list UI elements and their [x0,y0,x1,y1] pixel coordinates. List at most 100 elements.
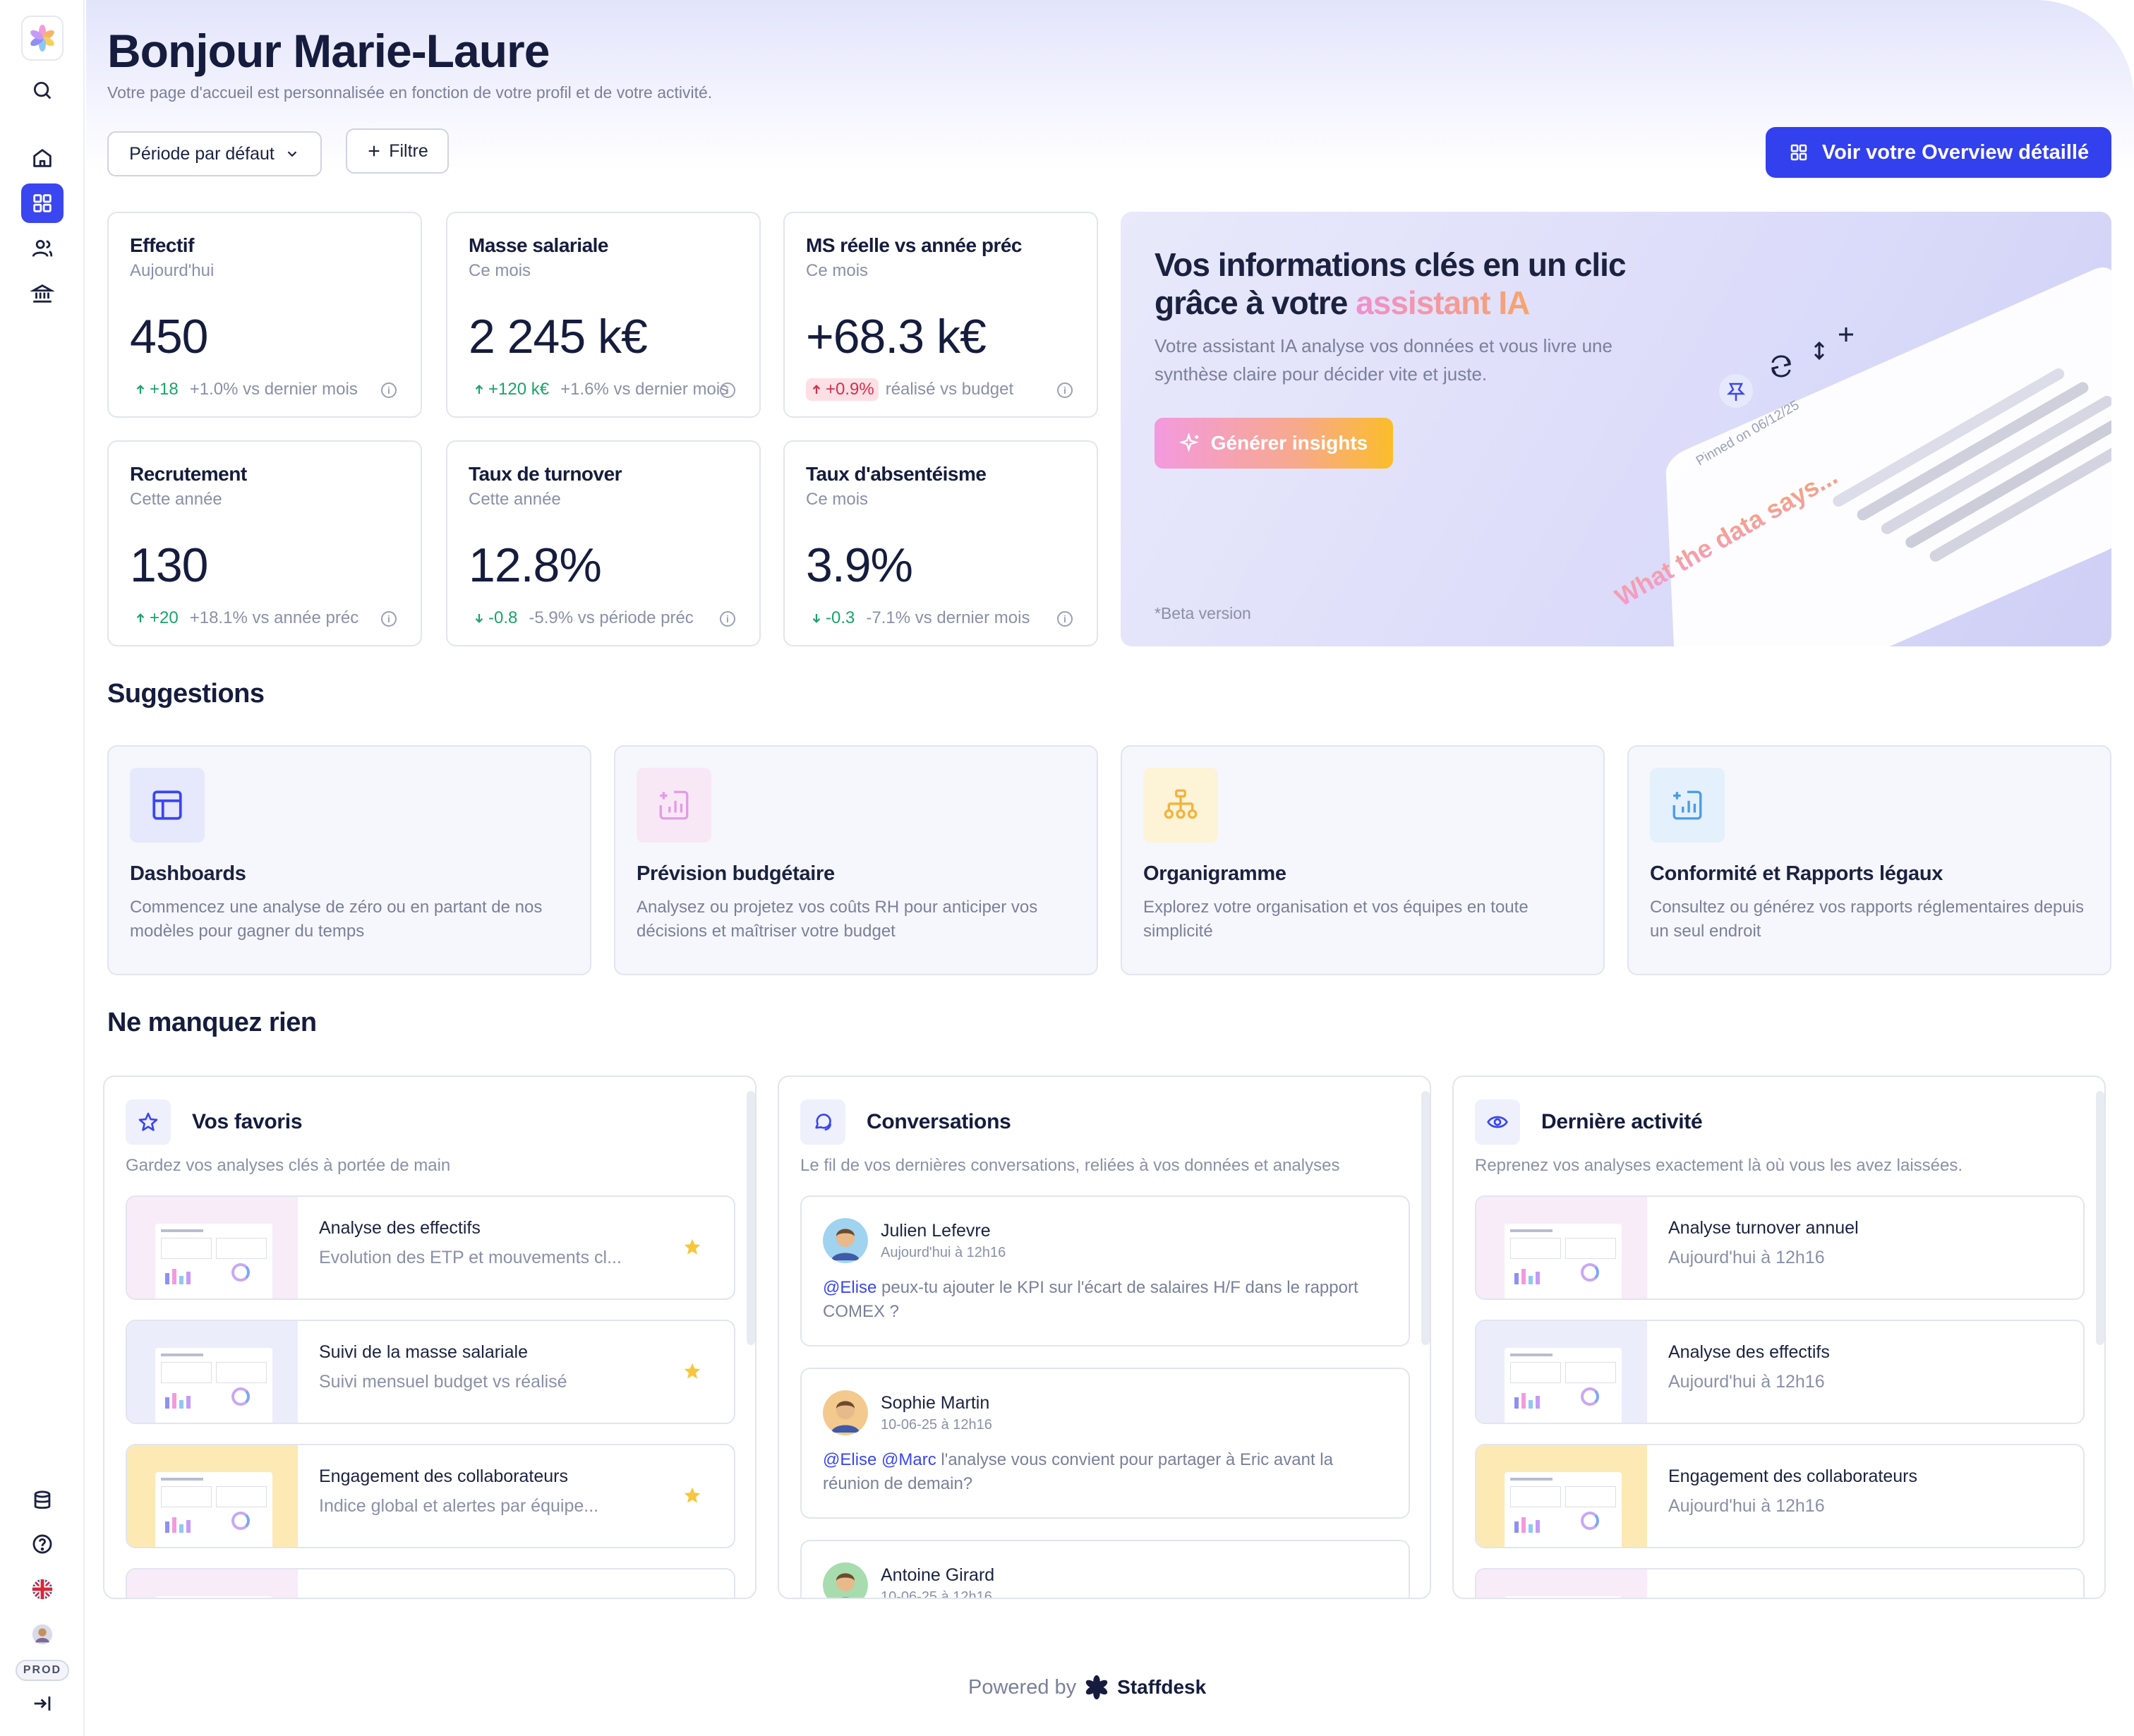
activity-item[interactable]: Analyse turnover annuel Aujourd'hui à 12… [1475,1195,2085,1300]
item-title: Analyse des effectifs [1668,1342,1830,1362]
ai-assistant-card: What the data says... Pinned on 06/12/25… [1121,212,2111,646]
info-icon[interactable]: i [381,382,397,398]
kpi-comparison: -7.1% vs dernier mois [866,608,1030,627]
analysis-thumbnail [1476,1197,1647,1298]
conversation-author: Sophie Martin [881,1393,990,1413]
info-icon[interactable]: i [720,611,735,627]
overview-button[interactable]: Voir votre Overview détaillé [1766,127,2111,178]
scrollbar[interactable] [747,1091,755,1345]
suggestion-card[interactable]: Conformité et Rapports légaux Consultez … [1627,745,2111,975]
collapse-icon[interactable] [21,1684,64,1723]
kpi-comparison: +18.1% vs année préc [189,608,359,627]
sparkle-icon [1179,433,1199,452]
suggestion-title: Prévision budgétaire [637,862,835,885]
users-icon[interactable] [21,229,64,268]
suggestion-card[interactable]: Prévision budgétaire Analysez ou projete… [614,745,1098,975]
arrow-up-icon [473,383,486,396]
conversation-item[interactable]: Sophie Martin 10-06-25 à 12h16 @Elise @M… [800,1368,1410,1519]
conversation-item[interactable]: Antoine Girard 10-06-25 à 12h16 [800,1540,1410,1598]
ai-illustration: What the data says... Pinned on 06/12/25 [1610,267,2111,646]
kpi-delta: +0.9% [806,378,879,401]
kpi-delta-value: +120 k€ [488,380,550,399]
conversation-text: peux-tu ajouter le KPI sur l'écart de sa… [823,1278,1358,1321]
home-icon[interactable] [21,138,64,178]
conversation-text: l'analyse vous convient pour partager à … [823,1450,1333,1493]
star-filled-icon[interactable] [682,1361,703,1382]
scrollbar[interactable] [2096,1091,2104,1345]
layout-icon [130,768,205,843]
activity-item[interactable]: Analyse des effectifs Aujourd'hui à 12h1… [1475,1320,2085,1424]
powered-by: Powered by Staffdesk [968,1674,1206,1701]
staffdesk-logo-icon [1085,1675,1108,1700]
suggestion-card[interactable]: Dashboards Commencez une analyse de zéro… [107,745,591,975]
scrollbar[interactable] [1421,1091,1430,1345]
period-select[interactable]: Période par défaut [107,131,322,176]
suggestion-description: Analysez ou projetez vos coûts RH pour a… [637,898,1038,941]
conversation-mentions[interactable]: @Elise @Marc [823,1450,936,1469]
kpi-card[interactable]: Taux de turnover Cette année 12.8% -0.8 … [446,440,761,646]
logo-icon[interactable] [21,16,64,61]
suggestion-description: Consultez ou générez vos rapports réglem… [1650,898,2085,941]
conversation-item[interactable]: Julien Lefevre Aujourd'hui à 12h16 @Elis… [800,1195,1410,1346]
kpi-delta: -0.8 [469,607,522,629]
favorite-item[interactable]: Suivi de la masse salariale Suivi mensue… [126,1320,735,1424]
favoris-subtitle: Gardez vos analyses clés à portée de mai… [126,1156,451,1175]
chevron-down-icon [287,151,297,157]
activite-title: Dernière activité [1541,1110,1703,1133]
conversation-time: Aujourd'hui à 12h16 [881,1245,1006,1260]
filter-button-label: Filtre [389,140,428,161]
conversations-panel: Conversations Le fil de vos dernières co… [778,1075,1431,1599]
kpi-card[interactable]: Masse salariale Ce mois 2 245 k€ +120 k€… [446,212,761,418]
user-avatar[interactable] [21,1615,64,1654]
item-subtitle: Suivi mensuel budget vs réalisé [319,1372,567,1392]
ai-title-prefix: grâce à votre [1155,284,1356,321]
star-filled-icon[interactable] [682,1236,703,1258]
activite-panel: Dernière activité Reprenez vos analyses … [1452,1075,2106,1599]
pin-icon [1719,374,1753,408]
item-title: Analyse turnover annuel [1668,1218,1859,1238]
suggestion-card[interactable]: Organigramme Explorez votre organisation… [1121,745,1605,975]
search-icon[interactable] [21,71,64,110]
item-subtitle: Aujourd'hui à 12h16 [1668,1496,1825,1516]
kpi-value: 130 [130,538,208,592]
refresh-icon [1771,355,1792,378]
kpi-value: 3.9% [806,538,913,592]
suggestion-description: Explorez votre organisation et vos équip… [1143,898,1529,941]
kpi-period: Ce mois [469,261,531,280]
favorite-item[interactable] [126,1568,735,1598]
kpi-card[interactable]: Taux d'absentéisme Ce mois 3.9% -0.3 -7.… [783,440,1098,646]
info-icon[interactable]: i [1057,611,1073,627]
filter-button[interactable]: Filtre [346,128,449,174]
kpi-period: Aujourd'hui [130,261,215,280]
analysis-thumbnail [1476,1321,1647,1423]
kpi-delta-value: +0.9% [826,380,874,399]
analysis-thumbnail [1476,1445,1647,1547]
kpi-card[interactable]: MS réelle vs année préc Ce mois +68.3 k€… [783,212,1098,418]
favorite-item[interactable]: Engagement des collaborateurs Indice glo… [126,1444,735,1548]
kpi-card[interactable]: Recrutement Cette année 130 +20 +18.1% v… [107,440,422,646]
beta-note: *Beta version [1155,604,1251,622]
activity-item[interactable] [1475,1568,2085,1598]
info-icon[interactable]: i [381,611,397,627]
kpi-delta-value: -0.3 [826,608,855,627]
flag-uk-icon[interactable] [21,1569,64,1609]
conversation-author: Antoine Girard [881,1565,995,1585]
info-icon[interactable]: i [720,382,735,398]
star-filled-icon[interactable] [682,1485,703,1506]
bank-icon[interactable] [21,274,64,313]
activite-subtitle: Reprenez vos analyses exactement là où v… [1475,1156,1963,1175]
help-icon[interactable] [21,1524,64,1564]
generate-insights-label: Générer insights [1210,432,1368,454]
user-avatar [823,1562,868,1598]
dashboard-grid-icon[interactable] [21,183,64,223]
analysis-thumbnail [127,1569,298,1598]
favorite-item[interactable]: Analyse des effectifs Evolution des ETP … [126,1195,735,1300]
ai-title-line2: grâce à votre assistant IA [1155,284,1626,322]
info-icon[interactable]: i [1057,382,1073,398]
kpi-delta: +120 k€ [469,378,553,401]
conversation-mentions[interactable]: @Elise [823,1278,877,1297]
activity-item[interactable]: Engagement des collaborateurs Aujourd'hu… [1475,1444,2085,1548]
database-icon[interactable] [21,1481,64,1520]
generate-insights-button[interactable]: Générer insights [1155,418,1393,469]
kpi-card[interactable]: Effectif Aujourd'hui 450 +18 +1.0% vs de… [107,212,422,418]
